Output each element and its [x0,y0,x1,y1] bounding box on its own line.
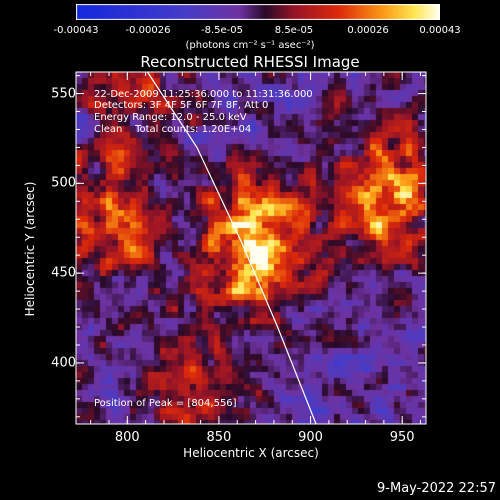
annotation-peak: Position of Peak = [804,556] [94,398,237,409]
chart-title: Reconstructed RHESSI Image [140,53,360,71]
y-tick-label: 450 [51,265,76,281]
colorbar-tick-label: -8.5e-05 [201,25,244,36]
colorbar-tick-label: 0.00043 [419,25,461,36]
annotation-energy: Energy Range: 12.0 - 25.0 keV [94,112,247,123]
x-axis-label: Heliocentric X (arcsec) [183,446,319,460]
colorbar-tick-label: -0.00043 [53,25,99,36]
solar-limb-line [146,71,317,425]
y-tick-label: 400 [51,355,76,371]
x-tick-label: 950 [389,430,415,445]
colorbar [76,4,440,20]
colorbar-tick-label: -0.00026 [125,25,171,36]
x-tick-label: 850 [206,430,232,445]
plot-frame [75,71,427,425]
y-axis-label: Heliocentric Y (arcsec) [23,181,37,317]
colorbar-tick-label: 0.00026 [347,25,389,36]
x-tick-label: 900 [298,430,323,445]
footer-date: 9-May-2022 22:57 [377,481,496,496]
y-tick-label: 500 [51,175,76,191]
annotation-time-range: 22-Dec-2009 11:25:36.000 to 11:31:36.000 [94,89,313,100]
colorbar-units: (photons cm⁻² s⁻¹ asec⁻²) [185,40,315,51]
annotation-detectors: Detectors: 3F 4F 5F 6F 7F 8F, Att 0 [94,100,269,111]
annotation-clean: Clean Total counts: 1.20E+04 [94,124,252,135]
colorbar-tick-label: 8.5e-05 [274,25,314,36]
heatmap-image [76,72,426,424]
x-tick-label: 800 [114,430,140,445]
y-tick-label: 550 [51,86,76,102]
